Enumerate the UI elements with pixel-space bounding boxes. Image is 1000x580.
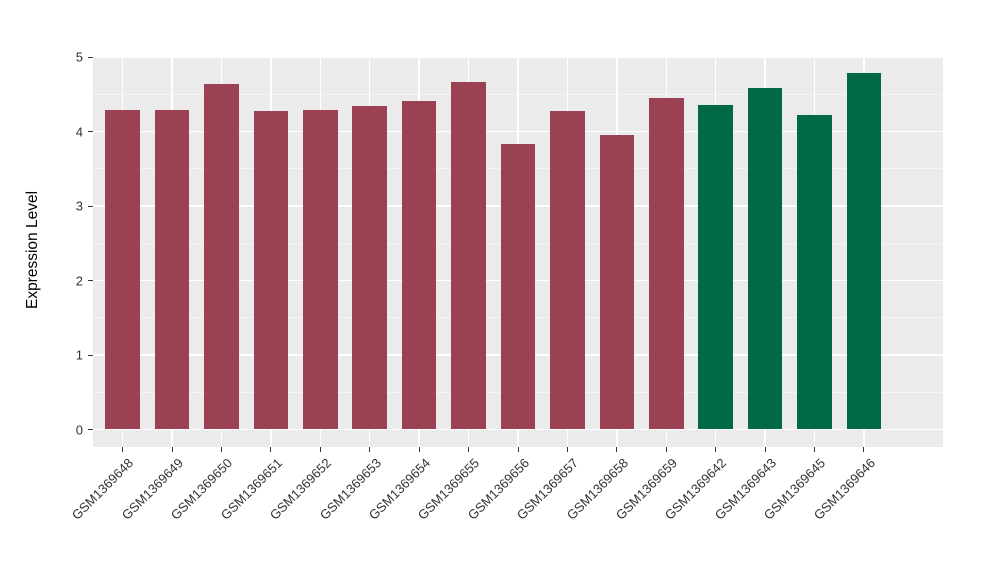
bar-GSM1369654 [401,100,437,430]
bar-GSM1369650 [204,83,239,430]
bar-GSM1369643 [747,87,783,430]
bar-GSM1369651 [253,111,289,430]
x-tick-mark [616,447,618,452]
x-tick-mark [270,447,272,452]
y-tick-label: 0 [75,422,83,437]
y-tick-mark [88,205,93,207]
y-tick-label: 2 [75,273,83,288]
y-tick-mark [88,354,93,356]
bar-GSM1369656 [500,144,536,430]
y-tick-mark [88,56,93,58]
x-tick-mark [764,447,766,452]
bar-GSM1369649 [154,109,190,430]
bar-GSM1369648 [105,109,140,430]
x-tick-mark [814,447,815,452]
y-tick-label: 3 [75,198,83,214]
x-tick-mark [566,447,568,452]
y-axis-title: Expression Level [24,190,41,310]
x-tick-mark [863,447,865,452]
bar-GSM1369653 [352,106,388,430]
x-tick-mark [418,447,420,452]
x-tick-mark [319,447,321,452]
x-tick-mark [468,447,470,452]
x-tick-mark [517,447,519,452]
bar-GSM1369655 [451,82,486,430]
x-tick-mark [171,447,173,452]
x-tick-mark [122,447,124,452]
y-tick-mark [88,280,93,281]
x-tick-mark [715,447,717,452]
bar-GSM1369645 [797,115,832,430]
plot-panel [93,57,943,447]
y-tick-label: 5 [75,49,83,65]
x-tick-mark [220,447,222,452]
bar-GSM1369652 [303,109,338,430]
bar-GSM1369657 [550,111,585,430]
y-tick-label: 1 [75,347,83,363]
y-tick-mark [88,131,93,132]
bar-GSM1369658 [599,135,635,430]
x-tick-mark [665,447,667,452]
bar-GSM1369646 [846,72,882,430]
bar-GSM1369642 [698,105,733,430]
x-tick-mark [369,447,371,452]
y-tick-mark [88,429,93,430]
bar-GSM1369659 [648,97,684,430]
y-tick-label: 4 [75,124,83,139]
